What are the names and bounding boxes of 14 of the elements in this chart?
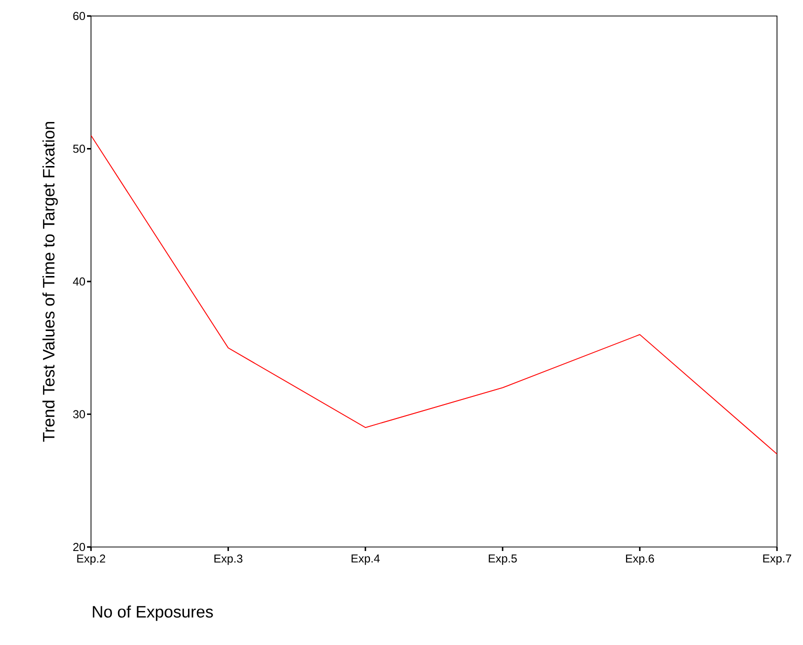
x-tick-label: Exp.4	[352, 554, 380, 565]
x-tick-label: Exp.6	[626, 554, 654, 565]
y-tick-label: 20	[73, 542, 86, 552]
y-axis-title: Trend Test Values of Time to Target Fixation	[42, 122, 58, 442]
x-tick-label: Exp.3	[214, 554, 242, 565]
x-tick-label: Exp.2	[77, 554, 106, 565]
line-series	[91, 135, 777, 455]
x-tick-label: Exp.5	[488, 554, 517, 565]
y-tick-label: 30	[73, 410, 86, 418]
y-tick-label: 40	[72, 277, 86, 286]
y-tick-label: 60	[73, 12, 86, 20]
y-tick-label: 50	[73, 144, 86, 153]
x-axis-title: No of Exposures	[92, 606, 213, 621]
x-tick-label: Exp.7	[763, 554, 792, 565]
